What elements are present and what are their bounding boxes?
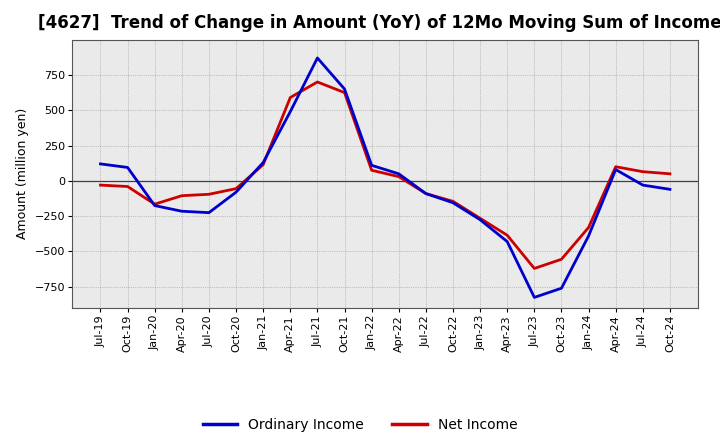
Net Income: [611, 164, 620, 169]
Line: Net Income: Net Income: [101, 82, 670, 268]
Y-axis label: Amount (million yen): Amount (million yen): [16, 108, 29, 239]
Net Income: [96, 183, 105, 188]
Net Income: [313, 79, 322, 84]
Net Income: [286, 95, 294, 100]
Net Income: [639, 169, 647, 174]
Ordinary Income: [557, 286, 566, 291]
Net Income: [150, 202, 159, 207]
Net Income: [232, 186, 240, 191]
Ordinary Income: [204, 210, 213, 215]
Ordinary Income: [503, 239, 511, 244]
Net Income: [367, 168, 376, 173]
Net Income: [530, 266, 539, 271]
Net Income: [421, 191, 430, 196]
Net Income: [449, 199, 457, 204]
Legend: Ordinary Income, Net Income: Ordinary Income, Net Income: [197, 412, 523, 437]
Net Income: [503, 233, 511, 238]
Net Income: [204, 192, 213, 197]
Ordinary Income: [96, 161, 105, 167]
Ordinary Income: [665, 187, 674, 192]
Line: Ordinary Income: Ordinary Income: [101, 58, 670, 297]
Ordinary Income: [150, 203, 159, 208]
Net Income: [584, 225, 593, 230]
Ordinary Income: [232, 190, 240, 195]
Net Income: [395, 174, 403, 179]
Ordinary Income: [476, 217, 485, 222]
Ordinary Income: [178, 209, 186, 214]
Ordinary Income: [123, 165, 132, 170]
Net Income: [341, 90, 349, 95]
Net Income: [123, 184, 132, 189]
Ordinary Income: [584, 233, 593, 238]
Ordinary Income: [395, 171, 403, 176]
Ordinary Income: [286, 109, 294, 114]
Net Income: [178, 193, 186, 198]
Ordinary Income: [611, 167, 620, 172]
Ordinary Income: [313, 55, 322, 61]
Ordinary Income: [341, 86, 349, 92]
Net Income: [557, 257, 566, 262]
Net Income: [665, 171, 674, 176]
Ordinary Income: [639, 183, 647, 188]
Net Income: [476, 216, 485, 221]
Ordinary Income: [367, 163, 376, 168]
Ordinary Income: [449, 200, 457, 205]
Ordinary Income: [530, 295, 539, 300]
Net Income: [259, 162, 268, 167]
Ordinary Income: [259, 160, 268, 165]
Title: [4627]  Trend of Change in Amount (YoY) of 12Mo Moving Sum of Incomes: [4627] Trend of Change in Amount (YoY) o…: [38, 15, 720, 33]
Ordinary Income: [421, 191, 430, 196]
